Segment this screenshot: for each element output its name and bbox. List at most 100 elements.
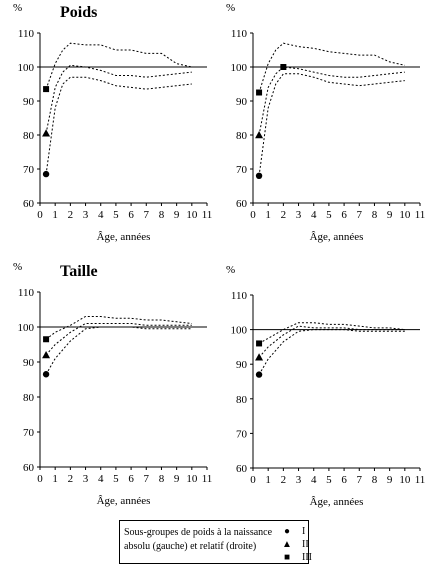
x-tick-label: 10	[399, 474, 411, 486]
x-tick-label: 11	[202, 209, 213, 221]
data-point-circle	[42, 170, 50, 178]
x-tick-label: 9	[174, 473, 180, 485]
x-tick-label: 0	[250, 209, 256, 221]
square-marker-icon: ■	[283, 551, 291, 563]
series-line-iii	[45, 42, 192, 90]
y-tick-label: 80	[23, 392, 35, 404]
y-tick-label: 80	[23, 130, 35, 142]
x-tick-label: 1	[265, 209, 271, 221]
y-tick-label: 100	[231, 325, 248, 337]
y-tick-label: 80	[236, 130, 248, 142]
x-tick-label: 4	[98, 209, 104, 221]
x-tick-label: 6	[128, 209, 134, 221]
data-point-circle	[255, 371, 263, 378]
data-point-square	[256, 89, 263, 96]
y-tick-label: 110	[18, 28, 35, 40]
legend-box: Sous-groupes de poids à la naissance abs…	[119, 520, 312, 564]
x-tick-label: 5	[326, 474, 332, 486]
series-line-ii	[258, 325, 405, 358]
x-tick-label: 2	[68, 209, 74, 221]
y-tick-label: 90	[236, 96, 248, 108]
x-tick-label: 0	[37, 209, 43, 221]
x-tick-label: 3	[83, 473, 89, 485]
legend-item-iii: ■ III	[280, 550, 312, 564]
chart-panel-top-right: 60 70 80 90 100 110 0 1 2 3 4 5 6 7 8 9 10 11% Âge, années	[226, 2, 425, 243]
legend-label-i: I	[302, 525, 306, 537]
y-tick-label: 80	[236, 394, 248, 406]
series-line-i	[258, 73, 405, 176]
panel-title: Poids	[60, 4, 97, 21]
x-tick-label: 7	[144, 209, 150, 221]
x-tick-label: 11	[415, 474, 426, 486]
x-axis-label: Âge, années	[310, 231, 364, 243]
y-tick-label: 100	[18, 62, 35, 74]
y-tick-label: 60	[23, 462, 35, 474]
x-tick-label: 8	[159, 473, 165, 485]
x-tick-label: 11	[202, 473, 213, 485]
x-tick-label: 9	[387, 209, 393, 221]
x-tick-label: 11	[415, 209, 426, 221]
x-tick-label: 1	[52, 473, 58, 485]
unit-label: %	[226, 264, 235, 276]
x-tick-label: 7	[357, 209, 363, 221]
series-line-iii	[45, 316, 192, 340]
circle-marker-icon: ●	[283, 525, 291, 537]
data-point-square	[256, 340, 263, 347]
legend-label-iii: III	[302, 551, 312, 563]
x-tick-label: 10	[186, 473, 198, 485]
unit-label: %	[13, 2, 22, 14]
data-point-circle	[255, 172, 263, 179]
data-point-triangle	[255, 353, 264, 361]
chart-panel-bottom-left: 60 70 80 90 100 110 0 1 2 3 4 5 6 7 8 9 10 11% Taille Âge, …	[13, 261, 212, 507]
x-axis-label: Âge, années	[310, 496, 364, 508]
x-axis-label: Âge, années	[97, 495, 151, 507]
data-point-square	[280, 64, 287, 70]
x-tick-label: 9	[387, 474, 393, 486]
legend-title: Sous-groupes de poids à la naissance abs…	[124, 527, 273, 552]
x-tick-label: 4	[311, 209, 317, 221]
x-tick-label: 0	[37, 473, 43, 485]
x-tick-label: 0	[250, 474, 256, 486]
x-tick-label: 3	[83, 209, 89, 221]
series-line-i	[258, 329, 405, 375]
panel-title: Taille	[60, 263, 98, 280]
x-tick-label: 7	[357, 474, 363, 486]
data-point-triangle	[42, 351, 51, 359]
series-line-ii	[258, 66, 405, 136]
legend-label-ii: II	[302, 538, 309, 550]
y-tick-label: 90	[23, 96, 35, 108]
series-line-ii	[45, 64, 192, 134]
y-tick-label: 90	[23, 357, 35, 369]
y-tick-label: 70	[23, 164, 35, 176]
x-axis-label: Âge, années	[97, 231, 151, 243]
data-point-square	[43, 86, 50, 93]
x-tick-label: 3	[296, 209, 302, 221]
y-tick-label: 100	[231, 62, 248, 74]
x-tick-label: 2	[281, 209, 287, 221]
series-line-i	[45, 76, 192, 175]
data-point-triangle	[255, 131, 264, 139]
chart-panel-top-left: 60 70 80 90 100 110 0 1 2 3 4 5 6 7 8 9 10 11% Poids Âge, a…	[13, 2, 212, 243]
legend-item-i: ● I	[280, 524, 305, 538]
x-tick-label: 8	[372, 474, 378, 486]
x-tick-label: 4	[98, 473, 104, 485]
x-tick-label: 5	[326, 209, 332, 221]
x-tick-label: 6	[128, 473, 134, 485]
y-tick-label: 70	[236, 428, 248, 440]
x-tick-label: 8	[372, 209, 378, 221]
y-tick-label: 110	[231, 290, 248, 302]
y-tick-label: 90	[236, 359, 248, 371]
x-tick-label: 4	[311, 474, 317, 486]
x-tick-label: 10	[399, 209, 411, 221]
data-point-circle	[42, 371, 50, 378]
unit-label: %	[13, 261, 22, 273]
y-tick-label: 60	[23, 198, 35, 210]
x-tick-label: 6	[341, 209, 347, 221]
y-tick-label: 60	[236, 463, 248, 475]
y-tick-label: 70	[23, 427, 35, 439]
y-tick-label: 110	[231, 28, 248, 40]
series-line-i	[45, 326, 192, 375]
unit-label: %	[226, 2, 235, 14]
x-tick-label: 5	[113, 209, 119, 221]
